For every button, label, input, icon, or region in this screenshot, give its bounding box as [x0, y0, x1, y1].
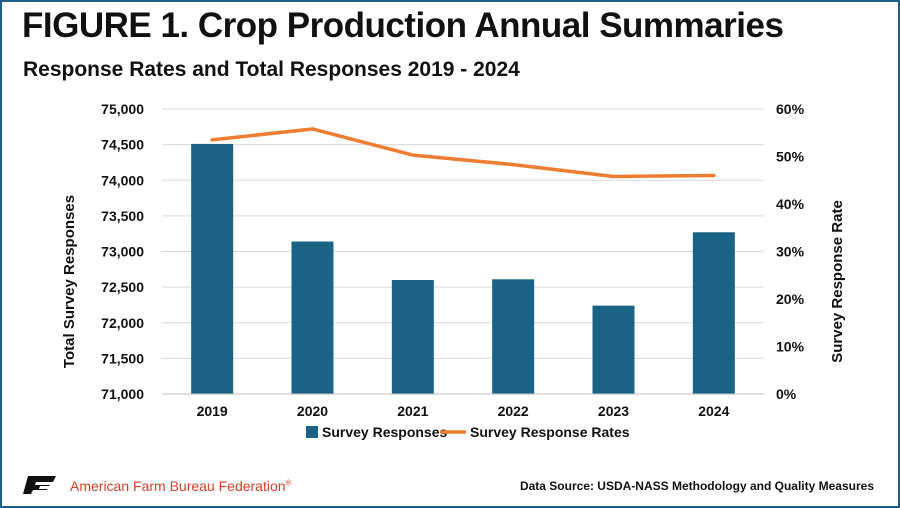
bar — [592, 305, 635, 394]
y2-tick-label: 10% — [776, 339, 805, 355]
y-tick-label: 74,500 — [101, 137, 144, 153]
x-tick-label: 2023 — [598, 403, 629, 419]
y2-tick-label: 30% — [776, 244, 805, 260]
afbf-logo-icon — [23, 476, 56, 494]
x-tick-label: 2019 — [197, 403, 228, 419]
chart-subtitle: Response Rates and Total Responses 2019 … — [23, 58, 520, 81]
y2-tick-label: 40% — [776, 196, 805, 212]
y-tick-label: 73,500 — [101, 208, 144, 224]
chart-title: FIGURE 1. Crop Production Annual Summari… — [22, 6, 784, 45]
org-name: American Farm Bureau Federation® — [70, 478, 291, 494]
legend-label-line: Survey Response Rates — [470, 424, 630, 440]
x-tick-label: 2022 — [498, 403, 529, 419]
y2-axis-title: Survey Response Rate — [829, 200, 846, 363]
y2-tick-label: 20% — [776, 291, 805, 307]
bar — [391, 280, 434, 394]
x-tick-label: 2020 — [297, 403, 328, 419]
y-tick-label: 71,500 — [101, 350, 144, 366]
y2-tick-label: 50% — [776, 149, 805, 165]
bar — [692, 232, 735, 394]
bar — [291, 241, 334, 394]
org-name-text: American Farm Bureau Federation — [70, 478, 286, 494]
y-axis-title: Total Survey Responses — [61, 195, 78, 368]
legend-swatch-bars — [306, 426, 318, 438]
y-tick-label: 72,500 — [101, 279, 144, 295]
y2-tick-label: 0% — [776, 386, 797, 402]
response-rate-line — [210, 127, 716, 179]
bar — [191, 143, 234, 394]
x-tick-label: 2021 — [397, 403, 428, 419]
legend-label-bars: Survey Responses — [322, 424, 447, 440]
registered-mark: ® — [285, 478, 292, 488]
bar — [492, 279, 535, 394]
y-tick-label: 72,000 — [101, 315, 144, 331]
y-tick-label: 71,000 — [101, 386, 144, 402]
y-tick-label: 73,000 — [101, 244, 144, 260]
x-tick-label: 2024 — [698, 403, 729, 419]
y2-tick-label: 60% — [776, 101, 805, 117]
data-source: Data Source: USDA-NASS Methodology and Q… — [519, 479, 874, 493]
y-tick-label: 74,000 — [101, 172, 144, 188]
y-tick-label: 75,000 — [101, 101, 144, 117]
